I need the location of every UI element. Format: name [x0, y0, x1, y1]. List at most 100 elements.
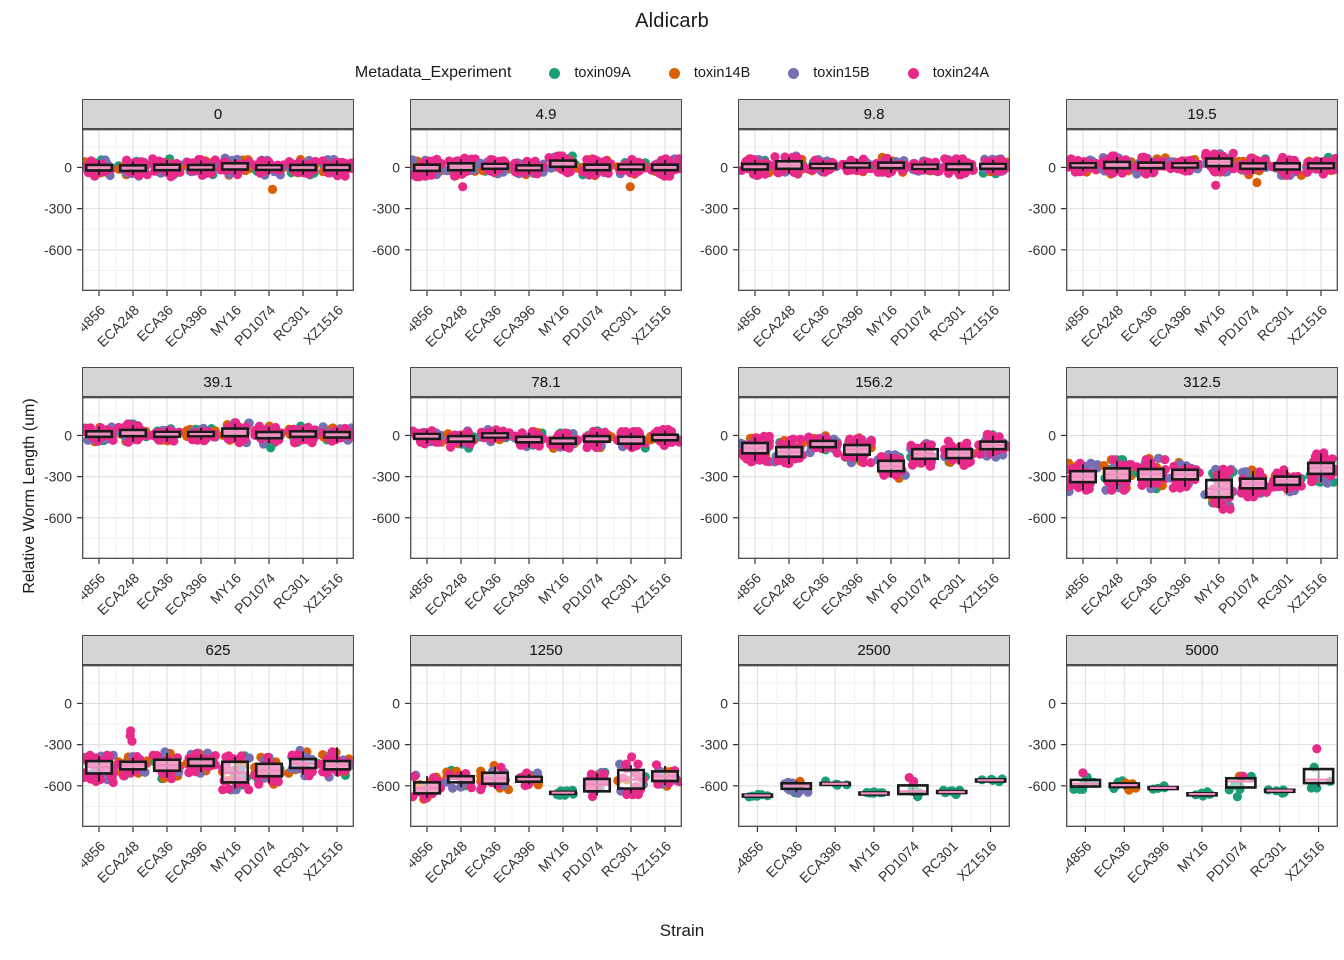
strain-group-ECA396: [819, 776, 852, 790]
y-tick-label: 0: [720, 159, 728, 175]
jitter-point: [1224, 466, 1235, 476]
jitter-point: [1073, 482, 1083, 493]
jitter-point: [1066, 481, 1074, 491]
strain-group-ECA248: [442, 765, 476, 793]
y-axis: 0-300-600: [372, 427, 410, 526]
strain-group-MY16: [545, 428, 582, 453]
facet-19.5: 19.5 0 -300 -600 CB4856 ECA248 ECA36 ECA396 MY16…: [1010, 99, 1338, 361]
strain-group-XZ1516: [650, 760, 682, 791]
jitter-point: [1225, 504, 1235, 514]
outlier-point: [1252, 177, 1262, 188]
strain-group-XZ1516: [978, 154, 1010, 179]
strain-group-ECA396: [510, 427, 548, 452]
facet-39.1: 39.1 0 -300 -600 CB4856 ECA248 ECA36 ECA396 MY16…: [26, 367, 354, 629]
strain-group-CB4856: [738, 431, 774, 467]
y-tick-label: -300: [700, 737, 728, 753]
strain-group-ECA36: [1132, 152, 1170, 179]
strain-group-PD1074: [906, 438, 940, 471]
strain-group-CB4856: [410, 770, 446, 804]
facet-panel: [738, 397, 1010, 559]
jitter-point: [1228, 148, 1238, 158]
y-tick-label: -300: [44, 737, 72, 753]
y-tick-label: -300: [1028, 201, 1056, 217]
panel-border: [410, 665, 682, 827]
jitter-point: [496, 762, 506, 772]
jitter-point: [582, 442, 592, 453]
box: [896, 784, 929, 796]
legend-label: toxin09A: [574, 65, 631, 81]
strain-group-XZ1516: [646, 154, 682, 181]
strain-group-ECA36: [804, 431, 842, 458]
jitter-point: [633, 759, 643, 769]
strain-group-XZ1516: [318, 747, 354, 782]
jitter-point: [194, 154, 204, 165]
strain-group-ECA248: [1098, 151, 1136, 179]
strain-group-XZ1516: [318, 422, 354, 446]
strain-group-PD1074: [1224, 771, 1257, 802]
y-axis: 0-300-600: [700, 427, 738, 526]
strain-group-ECA36: [476, 424, 514, 447]
jitter-point: [1317, 475, 1327, 485]
legend-label: toxin24A: [932, 65, 990, 81]
strain-group-ECA396: [182, 748, 220, 778]
strain-group-RC301: [613, 752, 650, 800]
panel-border: [410, 129, 682, 291]
facet-strip-label: 312.5: [1066, 367, 1338, 397]
strain-group-XZ1516: [318, 154, 354, 181]
facet-78.1: 78.1 0 -300 -600 CB4856 ECA248 ECA36 ECA396 MY16…: [354, 367, 682, 629]
legend-dot-icon: [788, 67, 800, 79]
strain-group-MY16: [1186, 787, 1218, 801]
facet-strip-label: 5000: [1066, 635, 1338, 665]
jitter-point: [303, 422, 313, 432]
x-axis: CB4856ECA248ECA36ECA396MY16PD1074RC301XZ…: [82, 559, 346, 618]
strain-group-PD1074: [250, 155, 288, 194]
y-tick-label: -300: [700, 469, 728, 485]
jitter-point: [327, 747, 337, 757]
x-tick-label: ECA396: [796, 838, 844, 886]
facet-strip-label: 625: [82, 635, 354, 665]
strain-group-RC301: [613, 154, 650, 192]
jitter-point: [960, 168, 970, 178]
jitter-point: [307, 767, 317, 777]
outlier-point: [458, 182, 468, 192]
y-tick-label: -600: [44, 510, 72, 526]
outlier-point: [266, 443, 276, 453]
x-tick-label: MY16: [1174, 838, 1211, 875]
x-axis: CB4856ECA248ECA36ECA396MY16PD1074RC301XZ…: [82, 291, 346, 350]
legend-title: Metadata_Experiment: [354, 64, 512, 81]
panel-border: [738, 665, 1010, 827]
strain-group-PD1074: [896, 773, 929, 802]
jitter-point: [1137, 152, 1147, 162]
y-tick-label: -600: [1028, 242, 1056, 258]
facet-strip-label: 1250: [410, 635, 682, 665]
x-axis: CB4856ECA248ECA36ECA396MY16PD1074RC301XZ…: [1066, 291, 1330, 350]
strain-group-ECA248: [114, 155, 152, 181]
strain-group-MY16: [858, 787, 890, 798]
jitter-point: [244, 753, 254, 763]
y-tick-label: -600: [700, 778, 728, 794]
strain-group-RC301: [1268, 152, 1306, 180]
y-tick-label: -300: [372, 469, 400, 485]
jitter-point: [975, 449, 985, 459]
y-tick-label: -300: [700, 201, 728, 217]
box: [1224, 776, 1257, 789]
strain-group-XZ1516: [1302, 152, 1338, 179]
jitter-point: [1236, 488, 1246, 498]
jitter-point: [773, 456, 783, 466]
strain-group-RC301: [284, 154, 320, 180]
y-axis: 0-300-600: [372, 695, 410, 794]
jitter-point: [1306, 783, 1316, 793]
jitter-point: [1160, 455, 1170, 465]
panel-border: [82, 397, 354, 559]
jitter-point: [599, 769, 609, 779]
outlier-point: [625, 182, 635, 192]
y-tick-label: 0: [1048, 159, 1056, 175]
jitter-point: [879, 470, 889, 480]
jitter-point: [1132, 169, 1142, 179]
box: [1302, 767, 1335, 785]
x-tick-label: XZ1516: [954, 838, 1000, 884]
jitter-point: [412, 172, 422, 182]
y-axis: 0-300-600: [44, 695, 82, 794]
facet-panel: [410, 129, 682, 291]
